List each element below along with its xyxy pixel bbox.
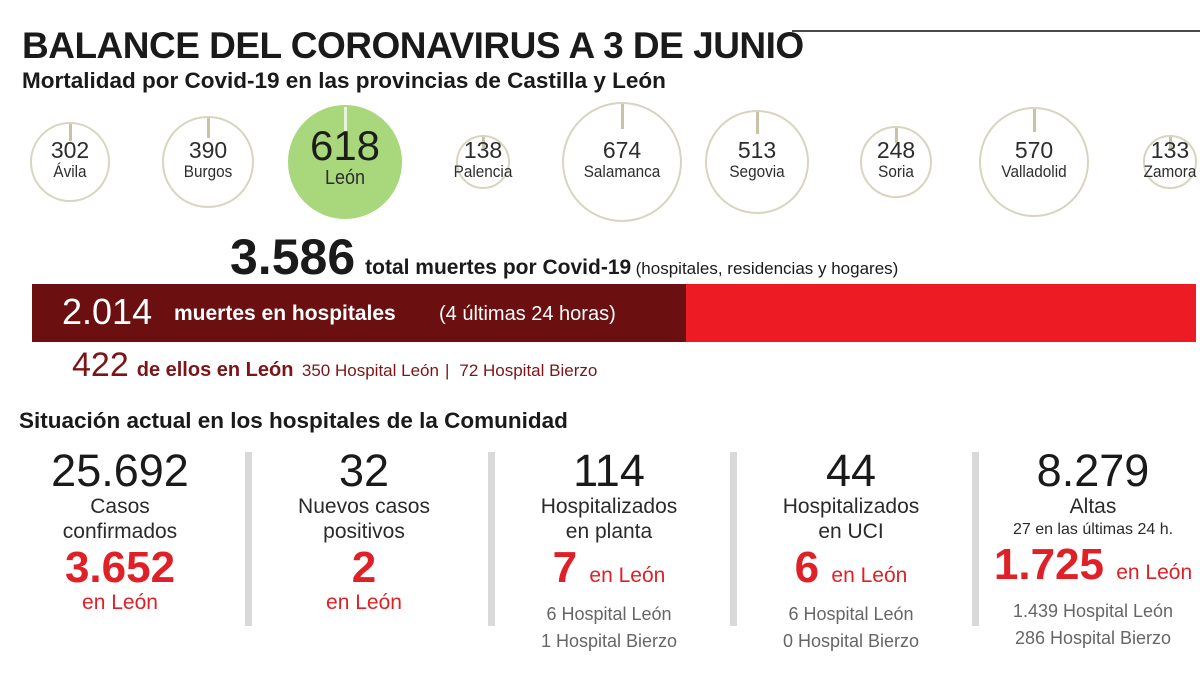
stat-hospital-bierzo: 1 Hospital Bierzo xyxy=(540,631,678,651)
bubble-tick xyxy=(620,104,624,130)
stat-new-cases: 32 Nuevos casos positivos 2 en León xyxy=(298,448,430,615)
bubble-label-segovia: 513 Segovia xyxy=(726,138,787,182)
bubble-value: 513 xyxy=(737,137,777,163)
leon-separator: | xyxy=(444,361,450,380)
stat-value: 25.692 xyxy=(51,445,189,496)
stat-leon-value: 1.725 en León xyxy=(994,542,1192,596)
chart-subtitle: Mortalidad por Covid-19 en las provincia… xyxy=(22,68,666,93)
bubble-province-name: Valladolid xyxy=(1001,162,1067,181)
column-divider xyxy=(245,452,252,626)
stat-leon-value: 3.652 xyxy=(64,543,176,592)
stat-hospital-leon: 1.439 Hospital León xyxy=(1012,601,1174,621)
stat-value: 8.279 xyxy=(1036,445,1150,496)
bubble-province-name: León xyxy=(324,167,366,189)
stat-discharges: 8.279 Altas 27 en las últimas 24 h. 1.72… xyxy=(994,448,1192,650)
bubble-province-name: Ávila xyxy=(53,162,87,181)
bubble-province-name: Zamora xyxy=(1143,162,1197,181)
bubble-tick xyxy=(343,106,347,131)
bubble-label-avila: 302 Ávila xyxy=(51,138,89,182)
bubble-value: 618 xyxy=(309,122,381,169)
stat-label-line2: en planta xyxy=(565,520,653,543)
leon-hospital-note: 350 Hospital León xyxy=(301,361,439,380)
bubble-label-salamanca: 674 Salamanca xyxy=(579,138,664,182)
total-deaths-label: total muertes por Covid-19 xyxy=(365,256,632,279)
stat-leon-value: 2 xyxy=(351,543,377,592)
bubble-province-name: Salamanca xyxy=(583,162,661,181)
bubble-tick xyxy=(481,136,485,149)
hospital-deaths-value: 2.014 xyxy=(62,291,153,332)
stat-hospital-bierzo: 0 Hospital Bierzo xyxy=(782,631,920,651)
bubble-value: 674 xyxy=(602,137,642,163)
bubble-segovia xyxy=(704,109,810,215)
stat-label-line1: Altas xyxy=(1069,495,1117,518)
stat-leon-label: en León xyxy=(326,591,402,614)
total-deaths-value: 3.586 xyxy=(230,229,356,285)
bubble-label-zamora: 133 Zamora xyxy=(1141,138,1200,182)
total-deaths: 3.586 total muertes por Covid-19 (hospita… xyxy=(230,228,898,286)
stat-label-line2: 27 en las últimas 24 h. xyxy=(1012,521,1174,538)
stat-label-line2: confirmados xyxy=(62,520,178,543)
bubble-label-valladolid: 570 Valladolid xyxy=(998,138,1070,182)
hospital-deaths-label: muertes en hospitales xyxy=(174,302,396,325)
bubble-value: 302 xyxy=(50,137,90,163)
stat-leon-suffix: en León xyxy=(589,564,666,587)
hospital-deaths-note: (4 últimas 24 horas) xyxy=(439,303,616,325)
column-divider xyxy=(730,452,737,626)
stat-label-line1: Nuevos casos xyxy=(298,495,430,518)
stat-confirmed-cases: 25.692 Casos confirmados 3.652 en León xyxy=(51,448,189,615)
bubble-value: 570 xyxy=(1014,137,1054,163)
bubble-tick xyxy=(206,118,210,138)
hospital-deaths-bar: 2.014 muertes en hospitales (4 últimas 2… xyxy=(32,284,686,342)
bubble-tick xyxy=(1168,137,1172,149)
leon-deaths-label: de ellos en León xyxy=(136,359,294,381)
section-title: Situación actual en los hospitales de la… xyxy=(19,408,568,433)
bubble-province-name: Burgos xyxy=(183,162,233,181)
header-rule xyxy=(792,30,1200,32)
stat-leon-value: 7 en León xyxy=(541,545,678,599)
bubble-value: 138 xyxy=(463,137,503,163)
stat-leon-suffix: en León xyxy=(831,564,908,587)
leon-deaths-value: 422 xyxy=(72,346,129,384)
bubble-tick xyxy=(755,111,759,134)
stat-hospitalized-ward: 114 Hospitalizados en planta 7 en León 6… xyxy=(541,448,678,653)
stat-label-line1: Hospitalizados xyxy=(540,495,678,518)
bubble-value: 248 xyxy=(876,137,916,163)
bubble-province-name: Palencia xyxy=(453,162,513,181)
stat-label-line2: en UCI xyxy=(818,520,884,543)
stat-label-line2: positivos xyxy=(323,520,405,543)
bubble-tick xyxy=(1032,108,1036,132)
stat-hospital-leon: 6 Hospital León xyxy=(546,604,672,624)
bierzo-hospital-note: 72 Hospital Bierzo xyxy=(459,361,598,380)
column-divider xyxy=(488,452,495,626)
stat-hospitalized-icu: 44 Hospitalizados en UCI 6 en León 6 Hos… xyxy=(783,448,920,653)
bubble-province-name: Soria xyxy=(878,162,914,181)
stat-leon-value: 6 en León xyxy=(783,545,920,599)
total-deaths-note: (hospitales, residencias y hogares) xyxy=(635,259,899,278)
stat-label-line1: Hospitalizados xyxy=(782,495,920,518)
bubble-label-leon: 618 León xyxy=(309,122,381,189)
stat-leon-label: en León xyxy=(82,591,158,614)
leon-hospital-deaths: 422 de ellos en León 350 Hospital León | 72… xyxy=(72,346,597,385)
stat-value: 32 xyxy=(338,445,390,496)
bubble-tick xyxy=(68,123,72,141)
stat-leon-suffix: en León xyxy=(1116,561,1193,584)
stat-leon-number: 1.725 xyxy=(993,540,1104,589)
province-bubble-chart: 302 Ávila 390 Burgos 618 León 138 Palencia 674 Sa… xyxy=(0,98,1200,226)
bubble-value: 133 xyxy=(1150,137,1190,163)
stat-value: 44 xyxy=(825,445,877,496)
column-divider xyxy=(972,452,979,626)
bubble-tick xyxy=(894,127,898,143)
bubble-label-burgos: 390 Burgos xyxy=(181,138,235,182)
bubble-province-name: Segovia xyxy=(729,162,785,181)
page-title: BALANCE DEL CORONAVIRUS A 3 DE JUNIO xyxy=(22,25,804,66)
bubble-label-soria: 248 Soria xyxy=(876,138,916,182)
stat-value: 114 xyxy=(573,445,645,496)
bubble-value: 390 xyxy=(188,137,228,163)
stat-hospital-leon: 6 Hospital León xyxy=(788,604,914,624)
stat-leon-number: 6 xyxy=(794,543,820,592)
stat-label-line1: Casos xyxy=(90,495,150,518)
stat-leon-number: 7 xyxy=(552,543,578,592)
bubble-label-palencia: 138 Palencia xyxy=(450,138,515,182)
stat-hospital-bierzo: 286 Hospital Bierzo xyxy=(1014,628,1172,648)
